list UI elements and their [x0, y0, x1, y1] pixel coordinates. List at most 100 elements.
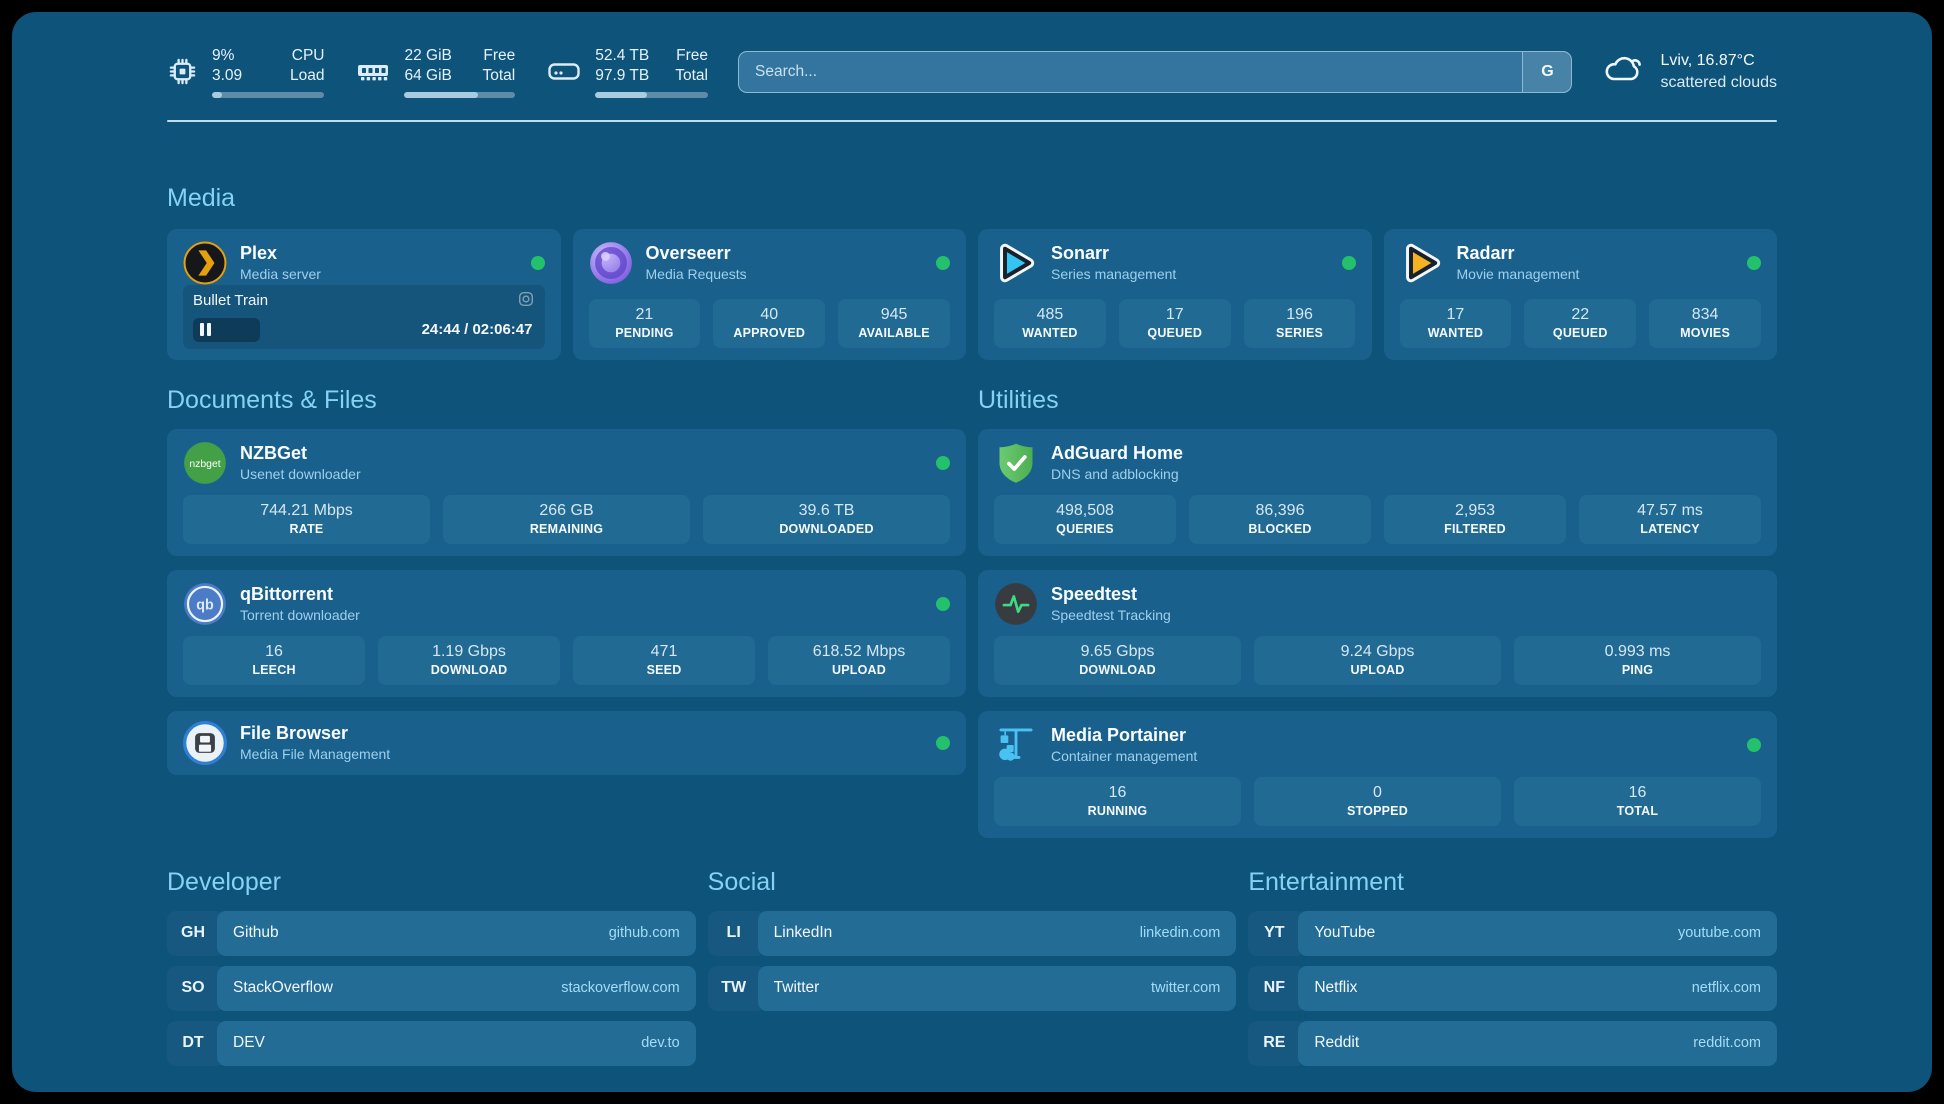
bookmark-abbr: YT	[1248, 910, 1307, 956]
portainer-text: Media Portainer Container management	[1051, 725, 1197, 764]
bookmark-name: Netflix	[1314, 979, 1358, 997]
search-input[interactable]	[739, 51, 1523, 92]
filebrowser-card[interactable]: File Browser Media File Management	[167, 710, 966, 775]
qbittorrent-stats: 16 LEECH 1.19 Gbps DOWNLOAD 471 SEED 618.52…	[183, 635, 950, 685]
bookmark-body: YouTube youtube.com	[1298, 910, 1777, 956]
middle-columns: Documents & Files nzbget NZBGet Usenet d…	[167, 386, 1777, 838]
app-name: Plex	[240, 243, 278, 264]
bookmark-abbr: NF	[1248, 965, 1307, 1011]
stat-label: QUEUED	[1552, 325, 1608, 340]
sonarr-card[interactable]: Sonarr Series management 485 WANTED 17 QUE…	[978, 228, 1372, 360]
bookmark-dev[interactable]: DT DEV dev.to	[167, 1020, 696, 1066]
bookmark-reddit[interactable]: RE Reddit reddit.com	[1248, 1020, 1777, 1066]
stat-label: APPROVED	[733, 325, 806, 340]
status-dot-online	[1747, 737, 1761, 752]
cpu-stat: 9% CPU 3.09 Load	[167, 46, 325, 98]
bookmarks-entertainment: Entertainment YT YouTube youtube.com NF …	[1248, 868, 1777, 1076]
stat-tile: 2,953 FILTERED	[1384, 494, 1566, 544]
plex-text: Plex Media server	[240, 243, 321, 282]
stat-value: 9.24 Gbps	[1340, 642, 1415, 660]
overseerr-stats: 21 PENDING 40 APPROVED 945 AVAILABLE	[588, 298, 951, 348]
bookmark-name: YouTube	[1314, 924, 1376, 942]
cpu-usage-label: CPU	[291, 47, 325, 64]
sonarr-icon	[994, 241, 1038, 285]
radarr-card[interactable]: Radarr Movie management 17 WANTED 22 QUEUE…	[1383, 228, 1777, 360]
bookmark-twitter[interactable]: TW Twitter twitter.com	[707, 965, 1237, 1011]
stat-label: REMAINING	[529, 521, 604, 536]
stat-label: UPLOAD	[1350, 662, 1405, 677]
portainer-card[interactable]: Media Portainer Container management 16 R…	[978, 710, 1777, 838]
filebrowser-text: File Browser Media File Management	[240, 723, 390, 762]
stat-value: 39.6 TB	[798, 501, 855, 519]
utilities-column: Utilities AdGuard Home DNS and adblockin…	[978, 386, 1777, 838]
app-description: Speedtest Tracking	[1051, 607, 1171, 624]
radarr-icon	[1400, 241, 1444, 285]
weather-text: Lviv, 16.87°C scattered clouds	[1660, 50, 1777, 93]
overseerr-text: Overseerr Media Requests	[646, 243, 747, 282]
speedtest-stats: 9.65 Gbps DOWNLOAD 9.24 Gbps UPLOAD 0.993 …	[994, 635, 1761, 685]
search-provider-button[interactable]: G	[1522, 51, 1572, 92]
adguard-card[interactable]: AdGuard Home DNS and adblocking 498,508 Q…	[978, 428, 1777, 556]
nzbget-text: NZBGet Usenet downloader	[240, 443, 361, 482]
nzbget-icon: nzbget	[183, 441, 227, 485]
overseerr-card[interactable]: Overseerr Media Requests 21 PENDING 40 APP…	[572, 228, 966, 360]
stat-tile: 0 STOPPED	[1254, 776, 1501, 826]
cpu-usage-value: 9%	[212, 47, 235, 64]
section-title-documents: Documents & Files	[167, 385, 377, 414]
bookmarks-row: Developer GH Github github.com SO StackO…	[167, 868, 1777, 1076]
disk-progress-fill	[595, 91, 648, 98]
documents-column: Documents & Files nzbget NZBGet Usenet d…	[167, 386, 966, 775]
bookmark-linkedin[interactable]: LI LinkedIn linkedin.com	[707, 910, 1237, 956]
media-cards-row: Plex Media server Bullet Train 24:44 / 0…	[167, 228, 1777, 360]
stat-value: 17	[1165, 305, 1184, 323]
stat-tile: 9.65 Gbps DOWNLOAD	[994, 635, 1241, 685]
speedtest-card[interactable]: Speedtest Speedtest Tracking 9.65 Gbps DO…	[978, 569, 1777, 697]
disk-free-value: 52.4 TB	[595, 47, 650, 64]
stat-label: FILTERED	[1444, 521, 1506, 536]
cpu-icon	[167, 56, 198, 87]
bookmark-abbr: LI	[707, 910, 766, 956]
svg-text:qb: qb	[196, 597, 214, 613]
app-description: Container management	[1051, 748, 1198, 765]
stat-value: 40	[760, 305, 779, 323]
cloud-icon	[1602, 52, 1646, 91]
bookmark-youtube[interactable]: YT YouTube youtube.com	[1248, 910, 1777, 956]
qbittorrent-text: qBittorrent Torrent downloader	[240, 584, 360, 623]
disk-total-value: 97.9 TB	[595, 67, 650, 85]
stat-value: 0	[1373, 783, 1382, 801]
stat-value: 21	[635, 305, 654, 323]
bookmark-url: netflix.com	[1691, 980, 1761, 997]
memory-free-value: 22 GiB	[404, 47, 452, 64]
sonarr-text: Sonarr Series management	[1051, 243, 1176, 282]
qbittorrent-card[interactable]: qb qBittorrent Torrent downloader 16 LEEC…	[167, 569, 966, 697]
speedtest-text: Speedtest Speedtest Tracking	[1051, 584, 1171, 623]
system-stats: 9% CPU 3.09 Load 22 GiB Free 64 G	[167, 46, 708, 98]
bookmark-netflix[interactable]: NF Netflix netflix.com	[1248, 965, 1777, 1011]
stat-tile: 485 WANTED	[994, 298, 1106, 348]
disk-free-label: Free	[676, 47, 708, 64]
bookmark-github[interactable]: GH Github github.com	[167, 910, 696, 956]
status-dot-online	[1747, 255, 1761, 270]
dashboard: 9% CPU 3.09 Load 22 GiB Free 64 G	[12, 12, 1932, 1092]
bookmark-body: LinkedIn linkedin.com	[757, 910, 1237, 956]
app-name: Speedtest	[1051, 584, 1138, 605]
nzbget-card[interactable]: nzbget NZBGet Usenet downloader 744.21 M…	[167, 428, 966, 556]
portainer-stats: 16 RUNNING 0 STOPPED 16 TOTAL	[994, 776, 1761, 826]
disk-progress-bar	[595, 91, 708, 98]
app-description: Media File Management	[240, 746, 391, 763]
radarr-card-header: Radarr Movie management	[1400, 241, 1761, 285]
cpu-load-value: 3.09	[212, 67, 243, 85]
sonarr-card-header: Sonarr Series management	[994, 241, 1356, 285]
stat-label: TOTAL	[1616, 803, 1659, 818]
stat-tile: 1.19 Gbps DOWNLOAD	[378, 635, 560, 685]
app-name: File Browser	[240, 723, 349, 744]
stat-tile: 744.21 Mbps RATE	[183, 494, 430, 544]
plex-card[interactable]: Plex Media server Bullet Train 24:44 / 0…	[167, 228, 561, 360]
disk-stat-body: 52.4 TB Free 97.9 TB Total	[595, 46, 708, 98]
stat-value: 266 GB	[539, 501, 594, 519]
bookmark-stackoverflow[interactable]: SO StackOverflow stackoverflow.com	[167, 965, 696, 1011]
radarr-stats: 17 WANTED 22 QUEUED 834 MOVIES	[1399, 298, 1762, 348]
stat-tile: 471 SEED	[573, 635, 755, 685]
now-playing-title-row: Bullet Train	[193, 290, 535, 312]
app-description: Media Requests	[645, 266, 747, 283]
